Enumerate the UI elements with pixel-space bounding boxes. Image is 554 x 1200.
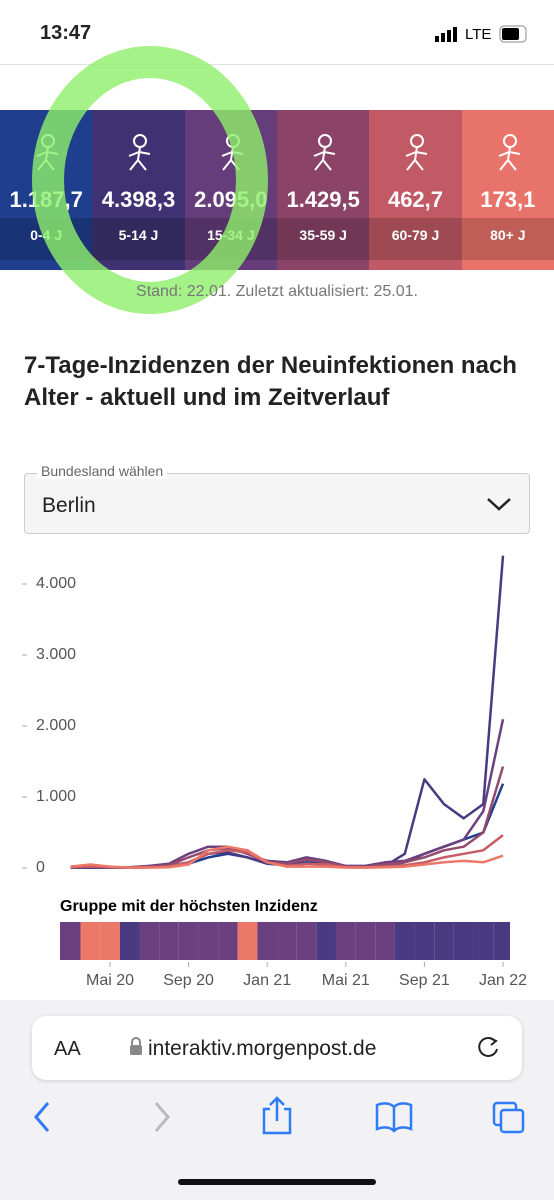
clock: 13:47 — [40, 22, 92, 44]
network: LTE — [465, 26, 491, 43]
series-line — [70, 766, 505, 869]
x-tick-label: Mai 20 — [86, 972, 134, 989]
x-tick-label: Sep 20 — [163, 972, 214, 989]
dropdown[interactable]: Bundesland wählen Berlin — [24, 463, 530, 534]
series-line — [70, 555, 505, 869]
home-indicator — [178, 1179, 376, 1185]
strip-cell — [473, 922, 494, 960]
tile-icon — [313, 134, 336, 171]
strip-cell — [218, 922, 238, 960]
series-line — [70, 719, 505, 869]
strip-cell — [375, 922, 395, 960]
dropdown-label: Bundesland wählen — [37, 463, 168, 479]
divider — [0, 64, 554, 65]
y-tick-label: 2.000 — [36, 717, 76, 734]
bookmarks[interactable] — [375, 1102, 413, 1133]
share[interactable] — [262, 1096, 292, 1135]
tile-value: 462,7 — [387, 187, 444, 212]
lock-icon — [130, 1037, 142, 1055]
strip-cell — [60, 922, 81, 960]
back[interactable] — [34, 1102, 50, 1132]
y-tick-label: 3.000 — [36, 646, 76, 663]
tile-icon — [406, 134, 428, 171]
tile-icon — [498, 134, 520, 171]
dropdown-value: Berlin — [42, 494, 96, 517]
strip-cell — [296, 922, 317, 960]
strip-cell — [237, 922, 258, 960]
strip-cell — [394, 922, 415, 960]
reload[interactable] — [476, 1035, 502, 1061]
tabs[interactable] — [492, 1101, 525, 1134]
strip-cell — [178, 922, 199, 960]
tile-value: 173,1 — [480, 187, 536, 212]
strip-cell — [119, 922, 140, 960]
x-tick-label: Jan 22 — [479, 972, 527, 989]
strip-cell — [277, 922, 297, 960]
toolbar — [34, 1096, 525, 1185]
series-line — [70, 845, 504, 869]
browser-bar: AA interaktiv.morgenpost.de — [0, 1000, 554, 1200]
tile-label: 80+ J — [461, 218, 554, 260]
strip-cell — [493, 922, 510, 960]
age-tile[interactable]: 173,1 80+ J — [461, 110, 554, 270]
strip-cell — [100, 922, 120, 960]
strip-cell — [159, 922, 179, 960]
y-tick-label: 4.000 — [36, 575, 76, 592]
strip-cell — [434, 922, 454, 960]
tile-label: 35-59 J — [277, 218, 370, 260]
text-size[interactable]: AA — [54, 1038, 81, 1060]
tile-value: 1.429,5 — [286, 187, 360, 212]
forward[interactable] — [154, 1102, 170, 1132]
strip-cell — [257, 922, 278, 960]
chevron — [487, 498, 511, 511]
tile-label: 60-79 J — [369, 218, 462, 260]
strip-cell — [414, 922, 435, 960]
x-tick-label: Mai 21 — [322, 972, 370, 989]
chart-title: 7-Tage-Inzidenzen der Neuinfektionen nac… — [24, 352, 517, 411]
strip-cell — [335, 922, 356, 960]
y-tick-label: 0 — [36, 859, 45, 876]
strip-cell — [316, 922, 336, 960]
x-tick-label: Jan 21 — [243, 972, 291, 989]
url[interactable]: interaktiv.morgenpost.de — [148, 1037, 377, 1060]
chart: Gruppe mit der höchsten Inzidenz 0 1.000 2… — [22, 555, 527, 989]
strip-cell — [453, 922, 474, 960]
strip-cell — [198, 922, 219, 960]
age-tile[interactable]: 1.429,5 35-59 J — [277, 110, 370, 270]
strip-cell — [80, 922, 101, 960]
strip-title: Gruppe mit der höchsten Inzidenz — [60, 898, 318, 915]
age-tile[interactable]: 462,7 60-79 J — [369, 110, 462, 270]
x-tick-label: Sep 21 — [399, 972, 450, 989]
strip-cell — [139, 922, 160, 960]
stand: Stand: 22.01. Zuletzt aktualisiert: 25.0… — [136, 283, 418, 300]
status-icons: LTE — [435, 25, 527, 43]
y-tick-label: 1.000 — [36, 788, 76, 805]
address-bar[interactable]: AA interaktiv.morgenpost.de — [32, 1016, 522, 1080]
strip-cell — [355, 922, 376, 960]
